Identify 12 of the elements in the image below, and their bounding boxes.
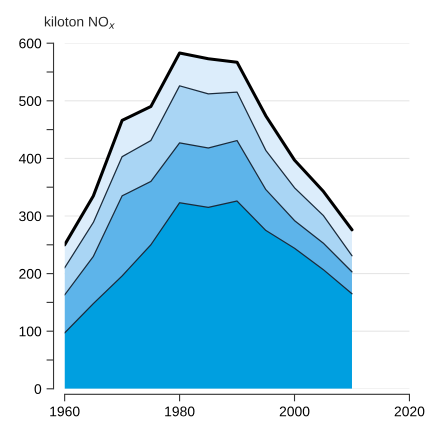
y-tick-label: 100 <box>20 326 42 336</box>
y-axis-title: kiloton NO$_{x}$ <box>44 16 115 29</box>
y-tick-label: 600 <box>19 38 42 48</box>
x-tick-label: 2020 <box>394 406 424 416</box>
y-tick-label: 500 <box>19 96 42 106</box>
x-tick-label: 1960 <box>50 406 80 416</box>
y-tick-label: 400 <box>18 154 42 164</box>
x-tick-label: 2000 <box>280 406 310 416</box>
y-tick-label: 0 <box>34 384 42 394</box>
y-tick-label: 200 <box>19 268 42 279</box>
y-tick-label: 300 <box>19 211 42 222</box>
x-tick-label: 1980 <box>165 406 194 416</box>
